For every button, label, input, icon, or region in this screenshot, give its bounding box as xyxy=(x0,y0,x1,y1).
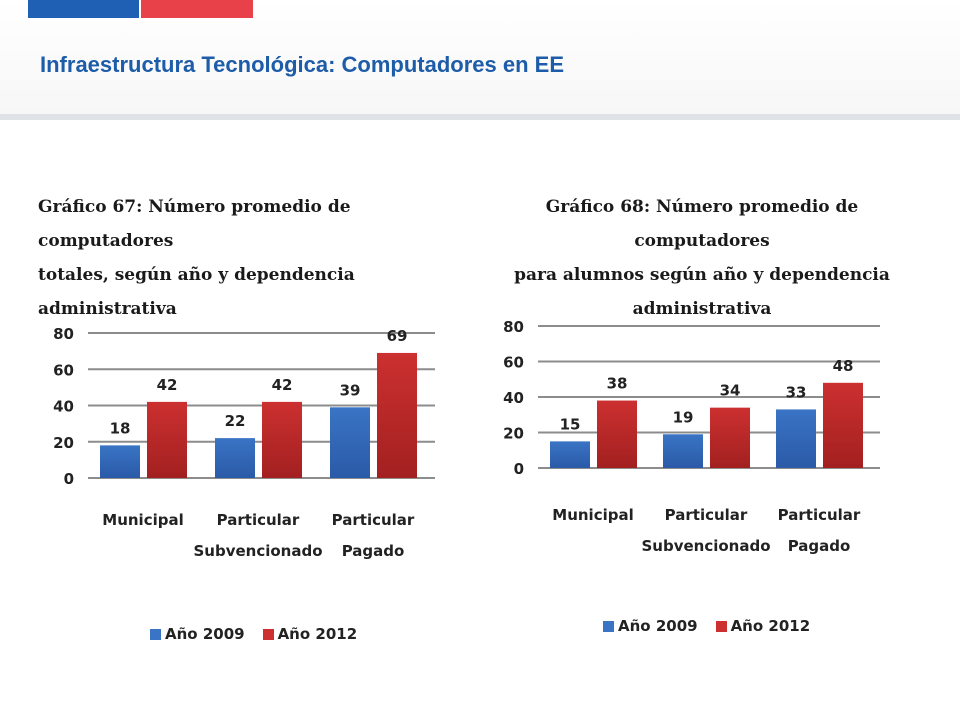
bar-ano-2009-particular-subvencionado xyxy=(663,434,703,468)
data-label: 48 xyxy=(833,357,854,375)
x-category-label: Municipal xyxy=(102,511,183,529)
y-tick-label: 0 xyxy=(64,470,74,488)
legend-item-ano-2009: Año 2009 xyxy=(150,625,245,643)
legend-swatch xyxy=(715,620,727,632)
data-label: 15 xyxy=(560,415,581,433)
flag-blue-stripe xyxy=(28,0,139,18)
data-label: 34 xyxy=(720,382,741,400)
y-tick-label: 0 xyxy=(514,460,524,478)
bar-ano-2009-particular-pagado xyxy=(776,409,816,468)
legend-item-ano-2012: Año 2012 xyxy=(262,625,358,643)
chart-legend: Año 2009 Año 2012 xyxy=(603,617,810,635)
chart-legend: Año 2009 Año 2012 xyxy=(150,625,357,643)
legend-label: Año 2012 xyxy=(730,617,811,635)
page-title: Infraestructura Tecnológica: Computadore… xyxy=(40,52,565,77)
chart-title-line: administrativa xyxy=(632,299,772,319)
y-tick-label: 40 xyxy=(503,389,524,407)
bar-ano-2012-particular-subvencionado xyxy=(262,401,302,478)
legend-label: Año 2012 xyxy=(277,625,358,643)
y-tick-label: 60 xyxy=(53,361,74,379)
x-category-label: Pagado xyxy=(342,542,405,560)
bar-ano-2012-municipal xyxy=(597,400,637,468)
bar-chart-svg: 0 20 40 60 80 18 42 Municipal 22 42 Particular Subv… xyxy=(53,325,435,560)
bar-ano-2012-particular-subvencionado xyxy=(710,407,750,468)
y-tick-label: 80 xyxy=(503,318,524,336)
data-label: 19 xyxy=(673,408,694,426)
data-label: 33 xyxy=(786,383,807,401)
y-tick-label: 20 xyxy=(53,434,74,452)
chart-title-line: para alumnos según año y dependencia xyxy=(514,265,890,285)
y-tick-label: 60 xyxy=(503,354,524,372)
legend-swatch xyxy=(262,628,274,640)
chart-title-line: totales, según año y dependencia adminis… xyxy=(38,265,355,319)
bar-chart-svg: 0 20 40 60 80 15 38 Municipal 19 34 Particular Subv… xyxy=(503,318,880,555)
legend-item-ano-2009: Año 2009 xyxy=(603,617,698,635)
x-category-label: Municipal xyxy=(552,506,633,524)
x-category-label: Subvencionado xyxy=(641,537,770,555)
chart-67: Gráfico 67: Número promedio de computado… xyxy=(20,180,460,650)
bar-ano-2009-particular-pagado xyxy=(330,407,370,478)
data-label: 42 xyxy=(157,376,178,394)
chart-68: Gráfico 68: Número promedio de computado… xyxy=(480,180,920,650)
y-tick-label: 80 xyxy=(53,325,74,343)
x-category-label: Particular xyxy=(665,506,748,524)
data-label: 38 xyxy=(607,375,628,393)
bar-ano-2009-municipal xyxy=(550,441,590,468)
data-label: 42 xyxy=(272,376,293,394)
x-category-label: Pagado xyxy=(788,537,851,555)
chart-title: Gráfico 68: Número promedio de computado… xyxy=(492,190,912,326)
legend-label: Año 2009 xyxy=(618,617,698,635)
x-category-label: Subvencionado xyxy=(193,542,322,560)
data-label: 18 xyxy=(110,419,131,437)
chart-title-line: Gráfico 68: Número promedio de computado… xyxy=(545,197,859,251)
bar-ano-2009-municipal xyxy=(100,445,140,478)
chart-title: Gráfico 67: Número promedio de computado… xyxy=(38,190,458,326)
data-label: 39 xyxy=(340,381,361,399)
x-category-label: Particular xyxy=(778,506,861,524)
legend-label: Año 2009 xyxy=(165,625,245,643)
flag-red-stripe xyxy=(141,0,253,18)
bar-ano-2009-particular-subvencionado xyxy=(215,438,255,478)
legend-swatch xyxy=(603,620,614,632)
legend-item-ano-2012: Año 2012 xyxy=(715,617,811,635)
y-tick-label: 40 xyxy=(53,398,74,416)
y-tick-label: 20 xyxy=(503,425,524,443)
bar-ano-2012-particular-pagado xyxy=(377,352,417,478)
slide-header: Infraestructura Tecnológica: Computadore… xyxy=(0,0,960,120)
bar-ano-2012-municipal xyxy=(147,401,187,478)
x-category-label: Particular xyxy=(217,511,300,529)
bar-ano-2012-particular-pagado xyxy=(823,382,863,468)
data-label: 22 xyxy=(225,412,246,430)
x-category-label: Particular xyxy=(332,511,415,529)
chart-title-line: Gráfico 67: Número promedio de computado… xyxy=(38,197,351,251)
legend-swatch xyxy=(150,628,161,640)
data-label: 69 xyxy=(387,327,408,345)
